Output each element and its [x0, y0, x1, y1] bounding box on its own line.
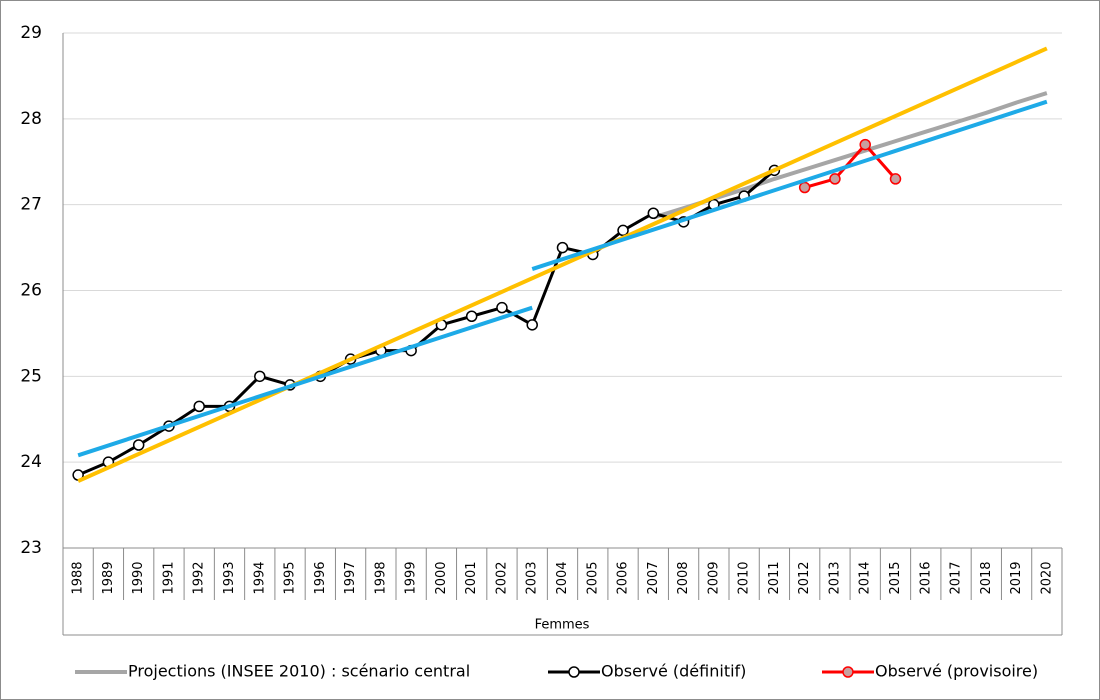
x-tick-label: 2010	[737, 561, 752, 594]
y-tick-label: 24	[20, 452, 42, 472]
marker	[617, 224, 629, 237]
marker	[496, 301, 508, 314]
x-tick-label: 2005	[585, 561, 600, 594]
x-tick-label: 2012	[797, 561, 812, 594]
legend-label: Projections (INSEE 2010) : scénario cent…	[128, 662, 470, 681]
x-tick-label: 1991	[161, 561, 176, 594]
marker	[798, 181, 811, 194]
marker	[193, 400, 205, 413]
marker	[556, 241, 569, 254]
marker	[526, 319, 538, 331]
marker	[859, 138, 871, 151]
y-tick-label: 27	[20, 195, 42, 215]
x-tick-label: 2000	[434, 561, 449, 594]
x-tick-label: 2008	[676, 561, 691, 594]
x-tick-label: 1998	[373, 561, 388, 594]
x-tick-label: 2007	[646, 561, 661, 594]
marker	[889, 173, 902, 185]
x-tick-label: 1995	[283, 561, 298, 594]
x-tick-label: 2018	[979, 561, 994, 594]
x-tick-label: 2017	[949, 561, 964, 594]
x-tick-label: 1993	[222, 561, 237, 594]
marker	[829, 173, 841, 185]
x-tick-label: 1997	[343, 561, 358, 594]
x-tick-label: 2001	[464, 561, 479, 594]
x-tick-label: 1988	[71, 561, 86, 594]
x-tick-label: 2019	[1009, 561, 1024, 594]
x-tick-label: 1990	[131, 561, 146, 594]
trendline	[531, 99, 1048, 271]
x-tick-label: 1999	[404, 561, 419, 594]
legend-marker	[842, 666, 854, 678]
y-tick-label: 26	[20, 281, 42, 301]
marker	[465, 310, 478, 322]
y-tick-label: 25	[20, 366, 42, 386]
x-tick-label: 2006	[616, 561, 631, 594]
x-tick-label: 2016	[918, 561, 933, 594]
x-tick-label: 1996	[313, 561, 328, 594]
trendline	[77, 46, 1048, 483]
x-tick-label: 2002	[494, 561, 509, 594]
marker	[132, 439, 145, 451]
x-tick-label: 1994	[252, 561, 267, 594]
x-tick-label: 2011	[767, 561, 782, 594]
marker	[254, 370, 266, 383]
x-tick-label: 1989	[101, 561, 116, 594]
x-tick-label: 2015	[888, 561, 903, 594]
x-tick-label: 1992	[192, 561, 207, 594]
x-tick-label: 2009	[706, 561, 721, 594]
y-tick-label: 29	[20, 23, 42, 43]
legend-label: Observé (provisoire)	[875, 662, 1038, 681]
x-tick-label: 2013	[827, 561, 842, 594]
x-tick-label: 2004	[555, 561, 570, 594]
trendline	[77, 305, 533, 458]
x-tick-label: 2020	[1039, 561, 1054, 594]
marker	[647, 207, 660, 219]
legend-label: Observé (définitif)	[601, 662, 746, 681]
legend-marker	[568, 666, 580, 678]
series-line	[804, 143, 897, 189]
y-tick-label: 23	[20, 538, 42, 558]
x-tick-label: 2014	[858, 561, 873, 594]
y-tick-label: 28	[20, 109, 42, 129]
x-axis-title: Femmes	[535, 618, 590, 633]
x-tick-label: 2003	[525, 561, 540, 594]
